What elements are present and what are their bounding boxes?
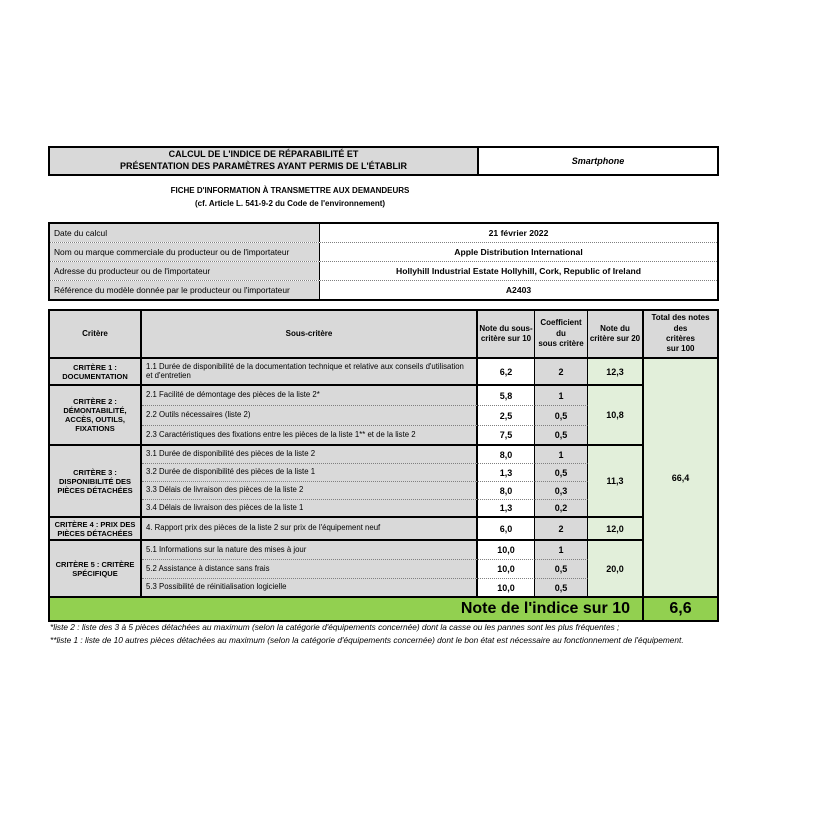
column-header-criterion: Critère [50,311,142,359]
criterion-4-score: 12,0 [588,518,644,541]
subcriterion-3-4-coefficient: 0,2 [535,500,588,518]
sheet-title-line1: CALCUL DE L'INDICE DE RÉPARABILITÉ ET [168,149,359,160]
criteria-score-table: Critère Sous-critère Note du sous- critè… [48,309,719,622]
criterion-1-score: 12,3 [588,359,644,386]
subcriterion-3-1-note: 8,0 [478,446,535,464]
subcriterion-5-2-coefficient: 0,5 [535,560,588,579]
footnote-liste1: **liste 1 : liste de 10 autres pièces dé… [50,635,684,645]
subcriterion-3-2-note: 1,3 [478,464,535,482]
subcriterion-3-2-label: 3.2 Durée de disponibilité des pièces de… [142,464,478,482]
subcriterion-2-2-note: 2,5 [478,406,535,426]
info-row-producer-address: Adresse du producteur ou de l'importateu… [50,262,717,281]
column-header-total: Total des notes des critères sur 100 [644,311,717,359]
subcriterion-1-1-note: 6,2 [478,359,535,386]
subcriterion-4-note: 6,0 [478,518,535,541]
subcriterion-5-1-note: 10,0 [478,541,535,560]
subcriterion-2-2-coefficient: 0,5 [535,406,588,426]
subcriterion-2-3-note: 7,5 [478,426,535,446]
subcriterion-2-2-label: 2.2 Outils nécessaires (liste 2) [142,406,478,426]
footnotes: *liste 2 : liste des 3 à 5 pièces détach… [50,621,750,647]
info-value: A2403 [505,285,532,295]
info-value: 21 février 2022 [488,228,549,238]
criterion-4-name: CRITÈRE 4 : PRIX DES PIÈCES DÉTACHÉES [50,518,142,541]
sheet-title: CALCUL DE L'INDICE DE RÉPARABILITÉ ET PR… [50,148,479,174]
info-value: Apple Distribution International [454,247,583,257]
subcriterion-2-1-label: 2.1 Facilité de démontage des pièces de … [142,386,478,406]
info-value: Hollyhill Industrial Estate Hollyhill, C… [396,266,641,276]
info-label: Adresse du producteur ou de l'importateu… [50,262,320,280]
title-banner: CALCUL DE L'INDICE DE RÉPARABILITÉ ET PR… [48,146,719,176]
subcriterion-5-1-coefficient: 1 [535,541,588,560]
criterion-2-name: CRITÈRE 2 : DÉMONTABILITÉ, ACCÈS, OUTILS… [50,386,142,446]
info-row-model-reference: Référence du modèle donnée par le produc… [50,281,717,299]
producer-info-table: Date du calcul 21 février 2022 Nom ou ma… [48,222,719,301]
subcriterion-5-1-label: 5.1 Informations sur la nature des mises… [142,541,478,560]
subcriterion-5-2-label: 5.2 Assistance à distance sans frais [142,560,478,579]
subcriterion-2-1-note: 5,8 [478,386,535,406]
subcriterion-5-3-label: 5.3 Possibilité de réinitialisation logi… [142,579,478,598]
column-header-coefficient: Coefficient du sous critère [535,311,588,359]
sheet-subtitle-line1: FICHE D'INFORMATION À TRANSMETTRE AUX DE… [170,186,410,195]
subcriterion-4-label: 4. Rapport prix des pièces de la liste 2… [142,518,478,541]
info-row-date: Date du calcul 21 février 2022 [50,224,717,243]
criterion-1-name: CRITÈRE 1 : DOCUMENTATION [50,359,142,386]
subcriterion-4-coefficient: 2 [535,518,588,541]
criterion-3-name: CRITÈRE 3 : DISPONIBILITÉ DES PIÈCES DÉT… [50,446,142,518]
index-score-label: Note de l'indice sur 10 [50,598,644,620]
subcriterion-3-4-label: 3.4 Délais de livraison des pièces de la… [142,500,478,518]
criterion-5-name: CRITÈRE 5 : CRITÈRE SPÉCIFIQUE [50,541,142,598]
info-label: Nom ou marque commerciale du producteur … [50,243,320,261]
column-header-criterion-score: Note du critère sur 20 [588,311,644,359]
sheet-subtitle: FICHE D'INFORMATION À TRANSMETTRE AUX DE… [48,184,532,210]
subcriterion-3-3-coefficient: 0,3 [535,482,588,500]
subcriterion-1-1-coefficient: 2 [535,359,588,386]
subcriterion-3-3-note: 8,0 [478,482,535,500]
criterion-5-score: 20,0 [588,541,644,598]
column-header-subscore: Note du sous- critère sur 10 [478,311,535,359]
subcriterion-3-2-coefficient: 0,5 [535,464,588,482]
subcriterion-5-2-note: 10,0 [478,560,535,579]
criterion-3-score: 11,3 [588,446,644,518]
sheet-subtitle-line2: (cf. Article L. 541-9-2 du Code de l'env… [194,199,386,208]
info-label: Date du calcul [50,224,320,242]
info-row-producer-name: Nom ou marque commerciale du producteur … [50,243,717,262]
subcriterion-2-3-label: 2.3 Caractéristiques des fixations entre… [142,426,478,446]
index-score-value: 6,6 [644,598,717,620]
product-category-label: Smartphone [571,156,625,166]
subcriterion-2-3-coefficient: 0,5 [535,426,588,446]
info-label: Référence du modèle donnée par le produc… [50,281,320,299]
subcriterion-3-1-coefficient: 1 [535,446,588,464]
subcriterion-5-3-note: 10,0 [478,579,535,598]
footnote-liste2: *liste 2 : liste des 3 à 5 pièces détach… [50,622,620,632]
total-of-criteria-score: 66,4 [644,359,717,598]
subcriterion-5-3-coefficient: 0,5 [535,579,588,598]
subcriterion-3-3-label: 3.3 Délais de livraison des pièces de la… [142,482,478,500]
column-header-subcriterion: Sous-critère [142,311,478,359]
subcriterion-2-1-coefficient: 1 [535,386,588,406]
subcriterion-1-1-label: 1.1 Durée de disponibilité de la documen… [142,359,478,386]
criterion-2-score: 10,8 [588,386,644,446]
subcriterion-3-1-label: 3.1 Durée de disponibilité des pièces de… [142,446,478,464]
sheet-title-line2: PRÉSENTATION DES PARAMÈTRES AYANT PERMIS… [119,161,407,171]
subcriterion-3-4-note: 1,3 [478,500,535,518]
